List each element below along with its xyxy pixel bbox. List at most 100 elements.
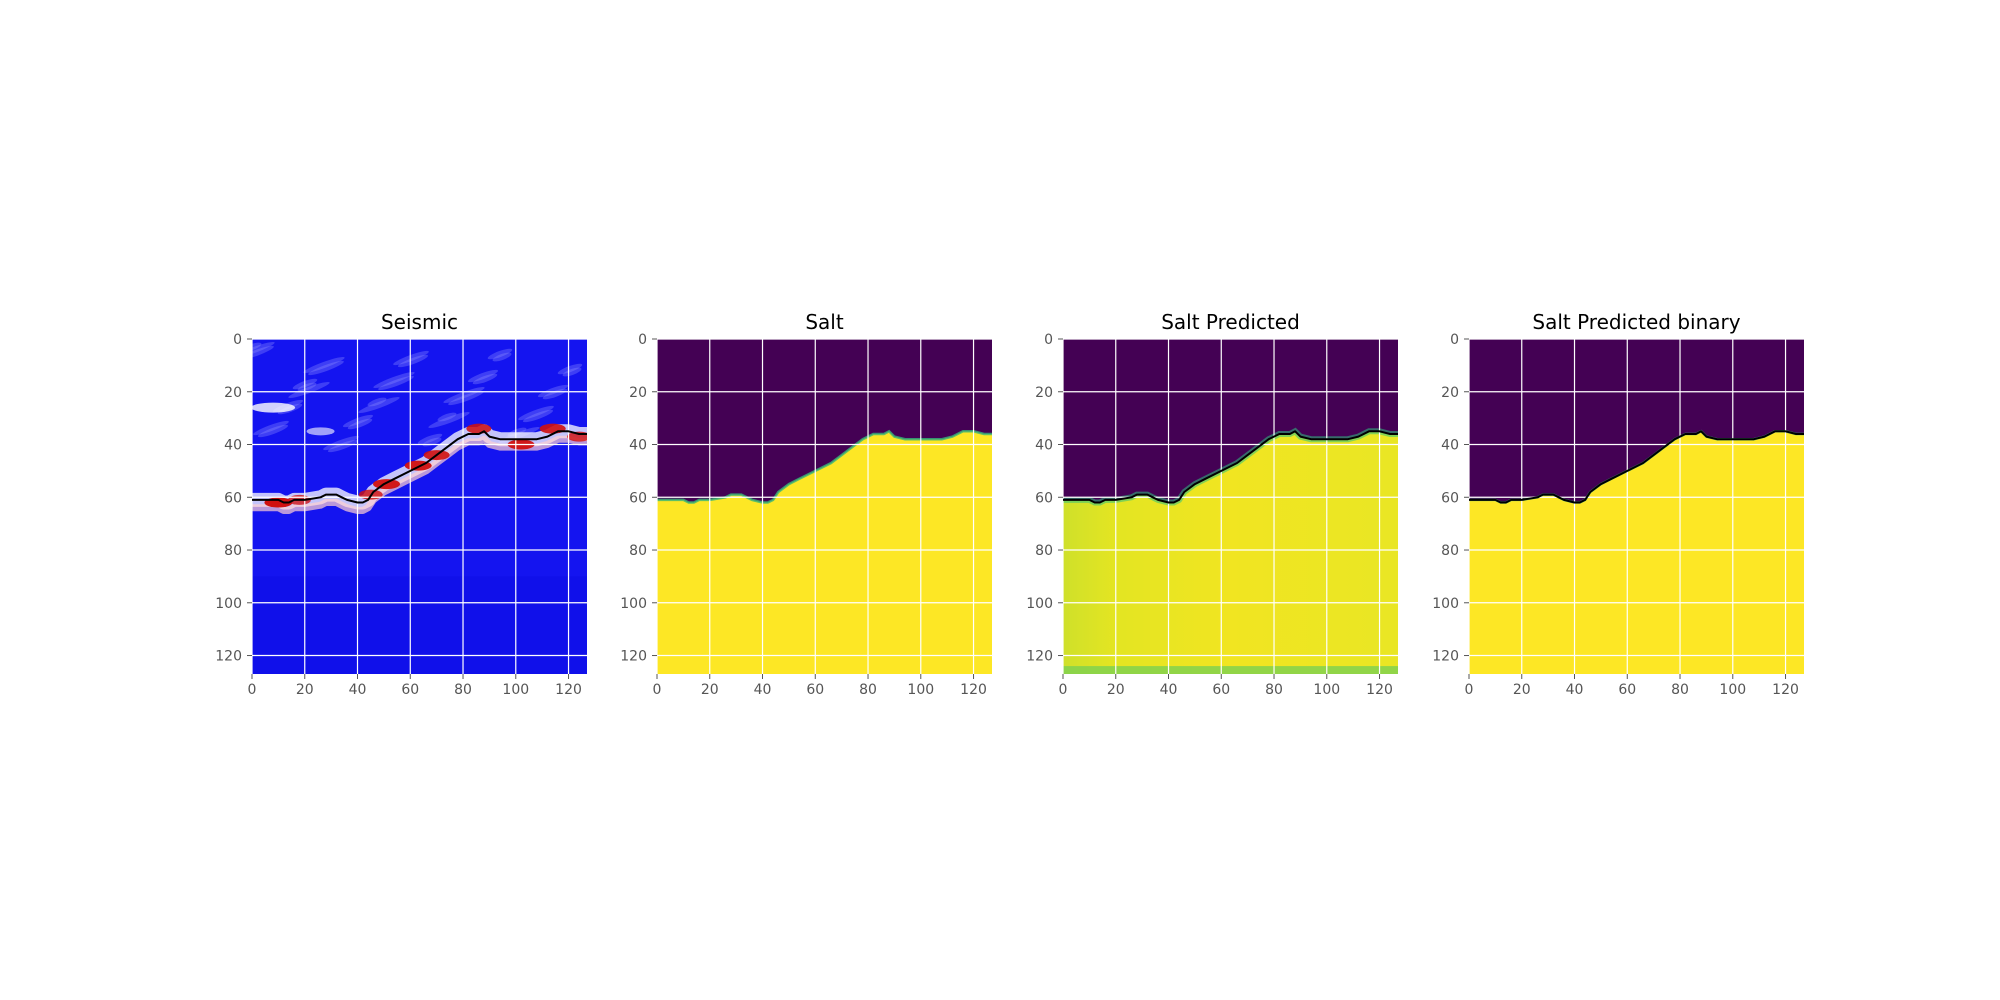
y-tick-label: 80 [224, 543, 242, 559]
x-tick-label: 80 [859, 682, 877, 698]
y-tick-label: 60 [1441, 490, 1459, 506]
y-tick-label: 120 [620, 649, 647, 665]
panel-title: Salt Predicted binary [1532, 310, 1740, 334]
seismic-texture [437, 412, 457, 422]
x-tick-label: 120 [1366, 682, 1393, 698]
x-tick-label: 20 [296, 682, 314, 698]
chart-panel-4: 0 20 40 60 80 100 120 0 20 40 60 80 100 120 Salt Predi… [1432, 310, 1804, 698]
seismic-texture [257, 424, 289, 438]
x-tick-label: 40 [1160, 682, 1178, 698]
x-tick-label: 40 [1566, 682, 1584, 698]
seismic-texture [487, 348, 513, 360]
grid [656, 338, 992, 674]
seismic-texture [393, 350, 429, 366]
x-tick-label: 120 [1772, 682, 1799, 698]
seismic-texture [358, 396, 400, 414]
x-tick-label: 0 [248, 682, 257, 698]
salt-region [1063, 431, 1398, 674]
seismic-reflector [373, 479, 401, 490]
x-tick-label: 20 [1513, 682, 1531, 698]
x-tick-label: 0 [1465, 682, 1474, 698]
y-tick-label: 100 [215, 596, 242, 612]
seismic-texture [252, 341, 275, 359]
x-tick-label: 40 [349, 682, 367, 698]
x-tick-label: 100 [907, 682, 934, 698]
seismic-texture [323, 435, 359, 451]
x-tick-label: 20 [1107, 682, 1125, 698]
salt-contour-line [1469, 430, 1804, 504]
seismic-texture [467, 369, 499, 383]
x-tick-label: 40 [754, 682, 772, 698]
seismic-texture [252, 402, 296, 413]
y-tick-label: 120 [1432, 649, 1459, 665]
y-tick-label: 20 [224, 385, 242, 401]
x-tick-label: 60 [401, 682, 419, 698]
x-tick-label: 100 [1719, 682, 1746, 698]
y-tick-label: 80 [629, 543, 647, 559]
x-tick-label: 80 [1671, 682, 1689, 698]
chart-panel-3: 0 20 40 60 80 100 120 0 20 40 60 80 100 120 Salt Predi… [1026, 310, 1398, 698]
x-tick-label: 60 [1618, 682, 1636, 698]
y-tick-label: 120 [1026, 649, 1053, 665]
y-tick-label: 40 [224, 438, 242, 454]
y-tick-label: 0 [233, 332, 242, 348]
panel-title: Salt Predicted [1161, 310, 1300, 334]
seismic-texture [373, 371, 415, 389]
chart-panel-2: 0 20 40 60 80 100 120 0 20 40 60 80 100 120 Salt [620, 310, 992, 698]
heatmap-image [252, 339, 587, 674]
x-tick-label: 120 [960, 682, 987, 698]
seismic-texture [417, 433, 443, 445]
x-tick-label: 100 [1313, 682, 1340, 698]
y-tick-label: 80 [1035, 543, 1053, 559]
seismic-texture [378, 375, 414, 391]
seismic-texture [448, 390, 484, 406]
y-tick-label: 80 [1441, 543, 1459, 559]
x-tick-label: 60 [1212, 682, 1230, 698]
y-tick-label: 40 [1035, 438, 1053, 454]
seismic-texture [562, 367, 582, 377]
x-tick-label: 80 [454, 682, 472, 698]
heatmap-image [1063, 339, 1398, 674]
y-tick-label: 60 [224, 490, 242, 506]
x-tick-label: 100 [502, 682, 529, 698]
seismic-texture [303, 356, 345, 374]
seismic-texture [492, 352, 512, 362]
grid [1062, 338, 1398, 674]
seismic-texture [367, 397, 387, 407]
seismic-texture [472, 373, 498, 385]
y-tick-label: 0 [638, 332, 647, 348]
seismic-texture [252, 345, 274, 361]
y-tick-label: 20 [1035, 385, 1053, 401]
seismic-texture [327, 439, 359, 453]
grid [1468, 338, 1804, 674]
seismic-texture [252, 342, 262, 352]
y-tick-label: 0 [1450, 332, 1459, 348]
y-tick-label: 40 [1441, 438, 1459, 454]
chart-panel-1: 0 20 40 60 80 100 120 0 20 40 60 80 100 120 Seismic [215, 310, 587, 698]
y-tick-label: 120 [215, 649, 242, 665]
salt-contour-line [1063, 430, 1398, 504]
salt-region [657, 431, 992, 674]
y-tick-label: 40 [629, 438, 647, 454]
heatmap-image [1469, 339, 1804, 674]
seismic-texture [347, 418, 373, 430]
x-tick-label: 0 [1059, 682, 1068, 698]
seismic-texture [306, 427, 335, 436]
salt-region [1469, 431, 1804, 674]
heatmap-image [657, 339, 992, 674]
y-tick-label: 60 [629, 490, 647, 506]
seismic-texture [537, 384, 569, 398]
grid [251, 338, 587, 674]
panel-title: Salt [805, 310, 844, 334]
seismic-texture [308, 360, 344, 376]
x-tick-label: 0 [653, 682, 662, 698]
seismic-texture [297, 382, 317, 392]
seismic-texture [288, 381, 330, 399]
seismic-texture [253, 420, 289, 436]
y-tick-label: 20 [629, 385, 647, 401]
seismic-texture [557, 363, 583, 375]
panel-title: Seismic [381, 310, 458, 334]
y-tick-label: 100 [1432, 596, 1459, 612]
x-tick-label: 20 [701, 682, 719, 698]
